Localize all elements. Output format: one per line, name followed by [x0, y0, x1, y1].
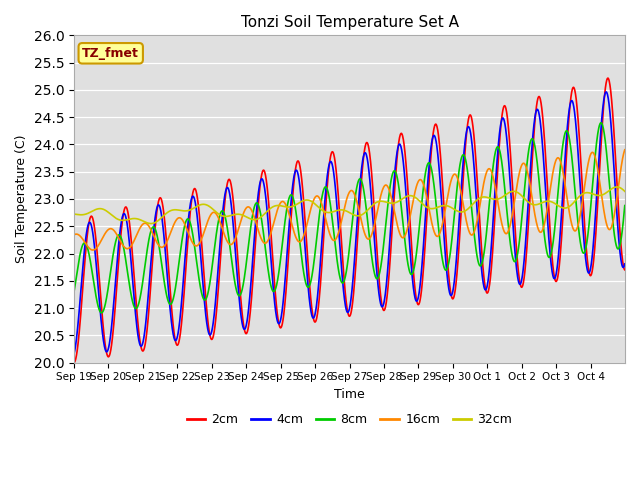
- X-axis label: Time: Time: [334, 388, 365, 401]
- Y-axis label: Soil Temperature (C): Soil Temperature (C): [15, 135, 28, 263]
- Legend: 2cm, 4cm, 8cm, 16cm, 32cm: 2cm, 4cm, 8cm, 16cm, 32cm: [182, 408, 518, 431]
- Title: Tonzi Soil Temperature Set A: Tonzi Soil Temperature Set A: [241, 15, 458, 30]
- Text: TZ_fmet: TZ_fmet: [83, 47, 139, 60]
